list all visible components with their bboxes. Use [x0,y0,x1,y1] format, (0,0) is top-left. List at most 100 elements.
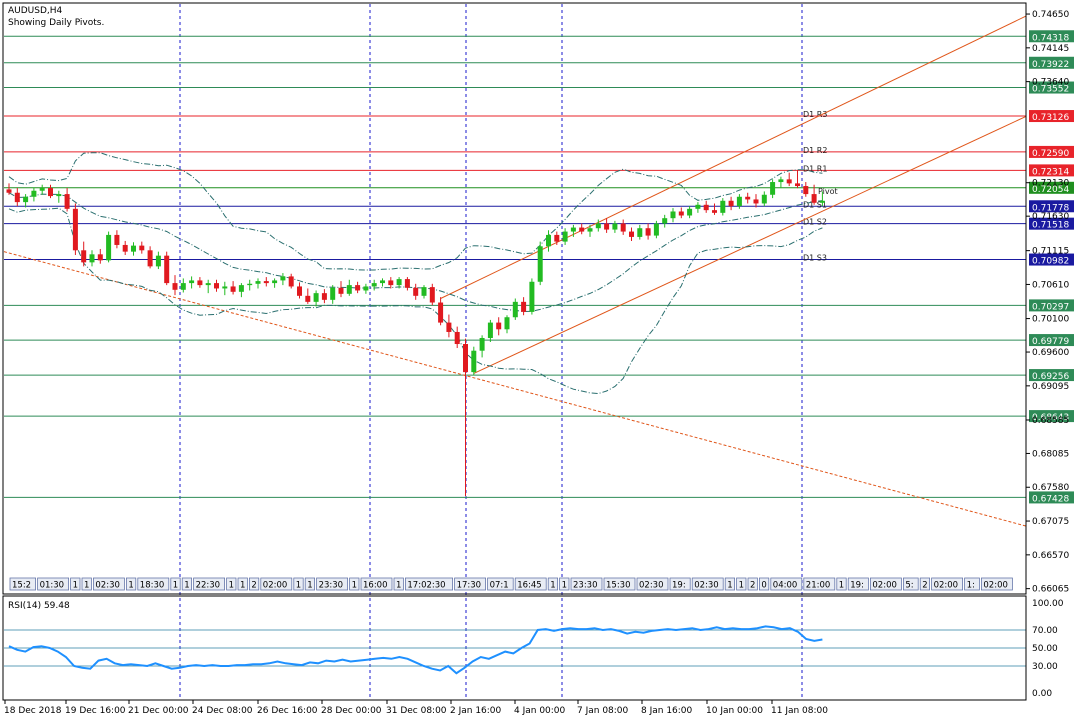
price-tick-label: 0.72130 [1032,179,1069,189]
band-upper [8,152,823,271]
session-chip-label: 18:30 [140,581,165,591]
candle-body [479,337,485,351]
candle-body [147,250,153,267]
session-chip-label: 21:00 [806,581,831,591]
band-lower [8,207,823,395]
candle-body [720,200,726,213]
session-chip-label: 1 [352,581,357,591]
session-chip-label: 1 [550,581,555,591]
session-chip [964,577,980,591]
x-tick-label: 21 Dec 00:00 [128,706,189,716]
candle-body [56,194,62,197]
pivot-label: D1 S1 [803,200,827,209]
candle-body [487,322,493,338]
candle-body [72,208,78,251]
x-tick-label: 7 Jan 08:00 [577,706,629,716]
candle-body [529,281,535,312]
price-tick-label: 0.71115 [1032,247,1069,257]
level-price-label: 0.69779 [1032,337,1069,347]
candle-body [438,302,444,323]
session-chip-label: 1 [73,581,78,591]
x-tick-label: 18 Dec 2018 [4,706,62,716]
candle-body [512,301,518,318]
session-chip-label: 1 [396,581,401,591]
candle-body [446,322,452,332]
candle-body [728,200,734,207]
level-price-label: 0.72314 [1032,167,1069,177]
rsi-label: RSI(14) 59.48 [8,601,70,611]
candle-body [496,322,502,330]
level-price-box [1029,56,1074,69]
candle-body [562,231,568,242]
session-chip [724,577,736,591]
session-chip [636,577,669,591]
candle-body [753,199,759,204]
session-chip-label: 23:30 [319,581,344,591]
session-chip [170,577,181,591]
trend-line [3,251,1027,527]
session-chip-label: 1 [727,581,732,591]
level-price-box [1029,164,1074,177]
candle-body [380,280,385,284]
x-tick-label: 2 Jan 16:00 [450,706,502,716]
band-middle [8,192,823,313]
rsi-axis-label: 100.00 [1032,599,1064,609]
candle-body [795,183,800,187]
candle-body [64,194,70,209]
session-strip: 15:2 01:30 1 1 02:30 1 18:30 1 1 22:30 1 1 2 02:00 1 1 2… [9,577,1013,591]
session-chip-label: 02:30 [639,581,664,591]
level-price-box [1029,410,1074,423]
session-chip [770,577,803,591]
candle-body [413,287,419,296]
session-chip [248,577,260,591]
candle-body [712,210,717,213]
session-chip [847,577,869,591]
candle-body [222,286,228,289]
candle-body [504,317,510,330]
candle-body [346,285,352,294]
level-price-label: 0.70297 [1032,302,1069,312]
level-price-label: 0.67428 [1032,494,1069,504]
rsi-panel-border [2,595,1027,701]
candle-body [131,245,136,252]
x-tick-label: 26 Dec 16:00 [257,706,318,716]
level-price-box [1029,299,1074,312]
x-tick-label: 24 Dec 08:00 [192,706,253,716]
session-chip [514,577,547,591]
session-chip-label: 1 [562,581,567,591]
price-tick-label: 0.68085 [1032,449,1069,459]
candle-body [645,228,651,236]
candle-body [703,204,709,211]
price-tick-label: 0.74650 [1032,10,1069,20]
candle-body [662,218,668,224]
x-tick-label: 8 Jan 16:00 [641,706,693,716]
price-tick-label: 0.67075 [1032,517,1069,527]
candle-body [429,287,435,303]
session-chip [181,577,192,591]
session-chip [559,577,570,591]
level-price-label: 0.71778 [1032,203,1069,213]
session-chip-label: 1 [739,581,744,591]
level-price-label: 0.69256 [1032,372,1069,382]
session-chip [736,577,747,591]
session-chip [404,577,453,591]
x-tick-label: 10 Jan 00:00 [706,706,763,716]
session-chip [137,577,170,591]
level-price-box [1029,253,1074,266]
pivot-label: D1 R2 [803,146,827,155]
session-chip-label: 22:30 [196,581,221,591]
session-chip-label: 15:30 [606,581,631,591]
session-chip [747,577,758,591]
candle-body [14,192,20,203]
candle-body [247,283,253,286]
candle-body [263,281,269,284]
candle-body [355,285,361,291]
session-chip [903,577,919,591]
price-tick-label: 0.73640 [1032,78,1069,88]
candle-body [371,283,377,287]
session-chip-label: 19: [672,581,686,591]
session-chip-label: 1 [240,581,245,591]
candle-body [97,254,103,261]
level-price-label: 0.74318 [1032,33,1069,43]
